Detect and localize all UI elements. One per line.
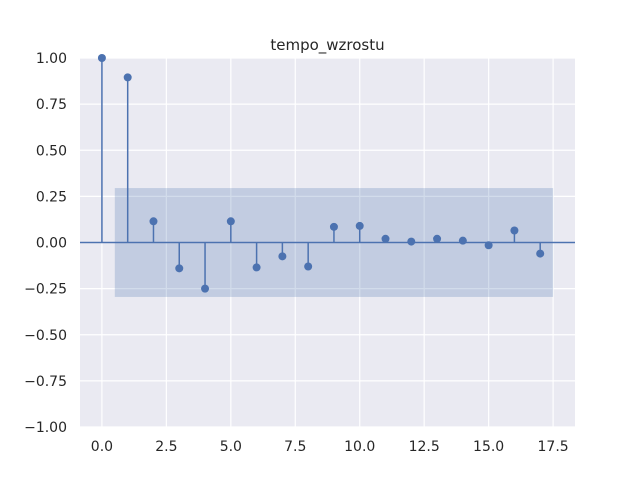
chart-title: tempo_wzrostu (270, 36, 384, 55)
marker-lag-13 (433, 234, 442, 243)
y-tick-label-7: −0.75 (24, 374, 67, 390)
marker-lag-9 (329, 222, 338, 231)
y-tick-labels: 1.00 0.75 0.50 0.25 0.00 −0.25 −0.50 −0.75 −1.00 (24, 51, 67, 436)
marker-lag-17 (536, 249, 545, 258)
x-tick-label-6: 15.0 (473, 439, 504, 455)
x-tick-label-7: 17.5 (538, 439, 569, 455)
x-tick-label-3: 7.5 (284, 439, 306, 455)
x-tick-label-1: 2.5 (155, 439, 177, 455)
marker-lag-5 (226, 217, 235, 226)
y-tick-label-5: −0.25 (24, 282, 67, 298)
y-tick-label-0: 1.00 (36, 51, 67, 67)
marker-lag-11 (381, 234, 390, 243)
x-tick-label-4: 10.0 (344, 439, 375, 455)
marker-lag-15 (484, 241, 493, 250)
marker-lag-3 (175, 264, 184, 273)
marker-lag-16 (510, 226, 519, 235)
marker-lag-4 (201, 284, 210, 293)
x-tick-label-0: 0.0 (91, 439, 113, 455)
y-tick-label-2: 0.50 (36, 143, 67, 159)
marker-lag-8 (304, 262, 313, 271)
marker-lag-2 (149, 217, 158, 226)
x-tick-label-2: 5.0 (220, 439, 242, 455)
y-tick-label-1: 0.75 (36, 97, 67, 113)
marker-lag-14 (458, 236, 467, 245)
y-tick-label-3: 0.25 (36, 189, 67, 205)
marker-lag-7 (278, 252, 287, 261)
x-tick-labels: 0.0 2.5 5.0 7.5 10.0 12.5 15.0 17.5 (91, 439, 569, 455)
marker-lag-0 (97, 54, 106, 62)
marker-lag-6 (252, 263, 261, 272)
x-tick-label-5: 12.5 (409, 439, 440, 455)
y-tick-label-4: 0.00 (36, 236, 67, 252)
markers-layer (97, 54, 545, 293)
marker-lag-10 (355, 221, 364, 230)
grid-lines (80, 57, 575, 428)
marker-lag-12 (407, 237, 416, 246)
marker-lag-1 (123, 73, 132, 82)
y-tick-label-6: −0.50 (24, 328, 67, 344)
y-tick-label-8: −1.00 (24, 420, 67, 436)
